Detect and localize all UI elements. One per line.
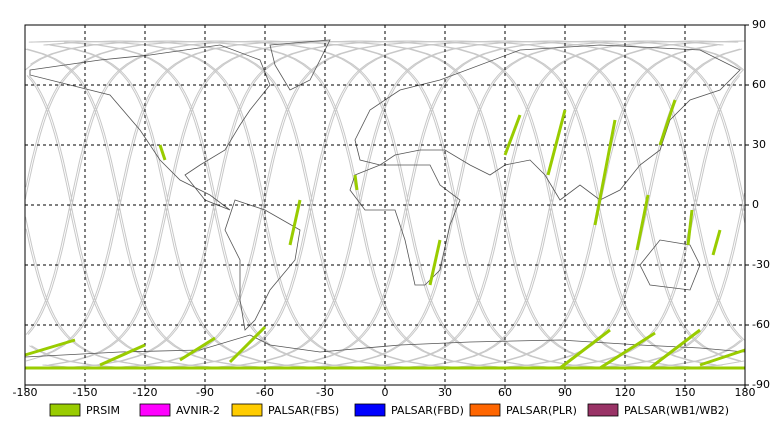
orbit-track	[25, 40, 745, 370]
observation-segment	[288, 199, 302, 246]
observation-segment	[593, 119, 617, 226]
y-tick-label: 30	[752, 138, 766, 151]
observation-segment	[99, 343, 146, 367]
observation-segment	[503, 114, 522, 156]
legend-swatch	[587, 403, 619, 417]
eurasia	[354, 44, 741, 201]
observation-segment	[686, 209, 694, 246]
legend-swatch	[354, 403, 386, 417]
observation-segment	[546, 109, 567, 176]
legend-swatch	[49, 403, 81, 417]
observation-segment	[24, 338, 76, 357]
x-tick-label: 180	[735, 386, 756, 399]
orbit-track	[27, 40, 742, 370]
antarctica	[24, 334, 746, 358]
legend-label: PALSAR(FBD)	[391, 404, 464, 417]
observation-segment	[699, 348, 746, 367]
legend-label: AVNIR-2	[176, 404, 220, 417]
observations	[24, 99, 746, 370]
north-america	[29, 44, 271, 211]
x-tick-label: 0	[382, 386, 389, 399]
legend-label: PALSAR(FBS)	[268, 404, 339, 417]
observation-segment	[658, 99, 677, 146]
y-tick-label: -30	[752, 258, 770, 271]
x-tick-label: -30	[316, 386, 334, 399]
observation-segment	[228, 325, 267, 364]
legend-swatch	[231, 403, 263, 417]
y-tick-label: 0	[752, 198, 759, 211]
y-tick-label: -90	[752, 378, 770, 391]
observation-segment	[711, 229, 722, 256]
coastlines	[24, 39, 746, 358]
orbit-track	[25, 40, 746, 370]
observation-segment	[428, 239, 442, 286]
x-tick-label: -150	[73, 386, 98, 399]
south-america	[224, 199, 301, 331]
axes: -180 -150 -120 -90 -60 -30 0 30 60 90 120 150 180 90 6…	[13, 18, 770, 399]
x-tick-label: 90	[558, 386, 572, 399]
legend-label: PRSIM	[86, 404, 120, 417]
x-tick-label: 30	[438, 386, 452, 399]
legend: PRSIM AVNIR-2 PALSAR(FBS) PALSAR(FBD) PALSAR…	[49, 403, 729, 417]
x-tick-label: -120	[133, 386, 158, 399]
observation-segment	[635, 194, 650, 251]
y-tick-label: 60	[752, 78, 766, 91]
legend-label: PALSAR(WB1/WB2)	[624, 404, 729, 417]
observation-segment	[599, 331, 656, 370]
y-tick-label: -60	[752, 318, 770, 331]
observation-segment	[158, 144, 167, 161]
x-tick-label: 60	[498, 386, 512, 399]
legend-swatch	[139, 403, 171, 417]
legend-swatch	[469, 403, 501, 417]
x-tick-label: 150	[675, 386, 696, 399]
observation-segment	[559, 328, 611, 370]
observation-segment	[353, 174, 359, 191]
x-tick-label: -90	[196, 386, 214, 399]
x-tick-label: -60	[256, 386, 274, 399]
observation-segment	[649, 328, 701, 370]
y-tick-label: 90	[752, 18, 766, 31]
legend-label: PALSAR(PLR)	[506, 404, 577, 417]
greenland	[269, 39, 331, 91]
x-tick-label: 120	[615, 386, 636, 399]
observation-segment	[179, 336, 216, 362]
orbit-track	[40, 40, 745, 370]
x-tick-label: -180	[13, 386, 38, 399]
